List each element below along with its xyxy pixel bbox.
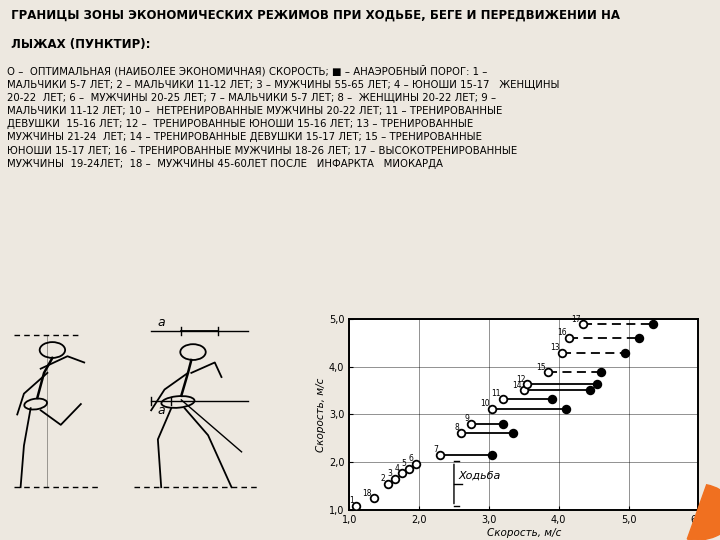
Text: 6: 6 (408, 454, 413, 463)
Text: 15: 15 (536, 362, 546, 372)
Text: ГРАНИЦЫ ЗОНЫ ЭКОНОМИЧЕСКИХ РЕЖИМОВ ПРИ ХОДЬБЕ, БЕГЕ И ПЕРЕДВИЖЕНИИ НА: ГРАНИЦЫ ЗОНЫ ЭКОНОМИЧЕСКИХ РЕЖИМОВ ПРИ Х… (7, 8, 620, 21)
Y-axis label: Скорость, м/с: Скорость, м/с (316, 377, 326, 451)
Text: 3: 3 (387, 469, 392, 478)
Text: Ходьба: Ходьба (459, 471, 501, 481)
Text: 14: 14 (512, 381, 522, 390)
Text: 11: 11 (491, 389, 501, 399)
Text: О –  ОПТИМАЛЬНАЯ (НАИБОЛЕЕ ЭКОНОМИЧНАЯ) СКОРОСТЬ; ■ – АНАЭРОБНЫЙ ПОРОГ: 1 –
МАЛЬ: О – ОПТИМАЛЬНАЯ (НАИБОЛЕЕ ЭКОНОМИЧНАЯ) С… (7, 65, 559, 169)
Text: a: a (158, 316, 165, 329)
Text: a: a (158, 404, 165, 417)
Text: 17: 17 (572, 315, 581, 323)
Text: 10: 10 (481, 399, 490, 408)
Text: ЛЫЖАХ (ПУНКТИР):: ЛЫЖАХ (ПУНКТИР): (7, 38, 150, 51)
Text: 5: 5 (402, 459, 407, 468)
X-axis label: Скорость, м/с: Скорость, м/с (487, 528, 561, 538)
Text: 9: 9 (464, 414, 469, 423)
Text: 4: 4 (395, 464, 400, 472)
Text: 16: 16 (557, 328, 567, 337)
Text: 13: 13 (551, 343, 560, 353)
Wedge shape (688, 485, 720, 540)
Text: 1: 1 (349, 496, 354, 505)
Text: 7: 7 (433, 446, 438, 455)
Text: 8: 8 (454, 423, 459, 432)
Text: 12: 12 (516, 375, 525, 383)
Text: 2: 2 (381, 474, 385, 483)
Text: 18: 18 (362, 489, 372, 498)
